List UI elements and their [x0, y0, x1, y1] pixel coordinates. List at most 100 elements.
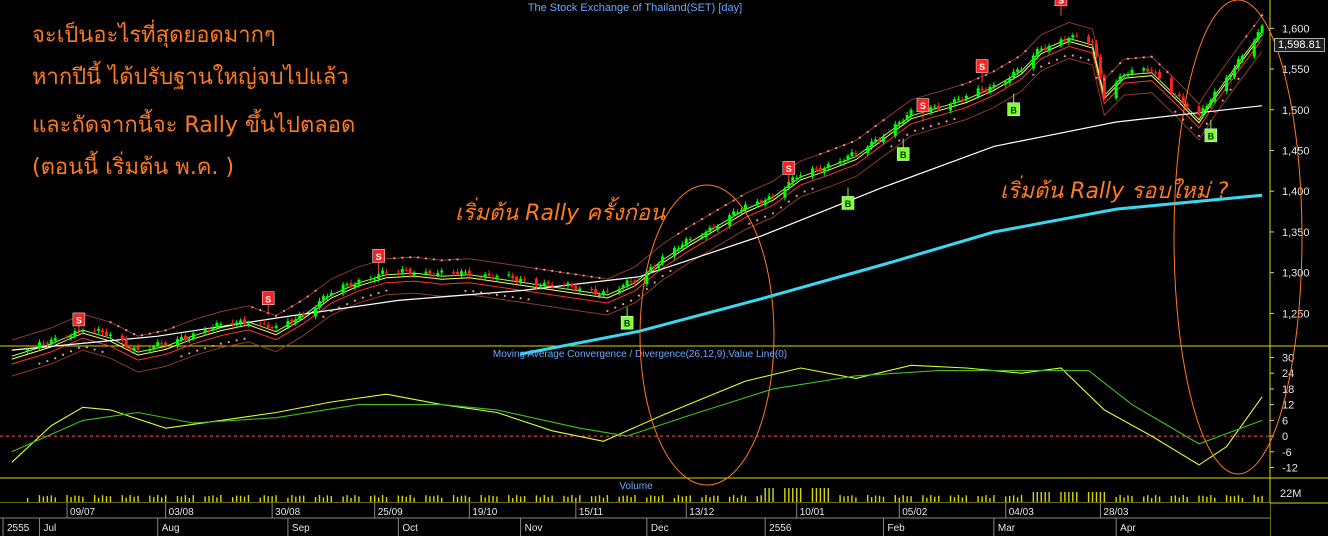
sar-dot — [38, 362, 41, 365]
volume-bar — [125, 497, 127, 502]
volume-bar — [819, 488, 822, 502]
candle-body — [625, 280, 629, 286]
macd-tick-label: 0 — [1282, 431, 1288, 443]
sar-dot — [858, 136, 861, 139]
candle-body — [373, 279, 377, 281]
candle-body — [1260, 25, 1264, 33]
sar-dot — [472, 290, 475, 293]
sar-dot — [306, 295, 309, 298]
sar-dot — [1071, 54, 1074, 57]
sar-dot — [1063, 55, 1067, 58]
candle-body — [680, 244, 684, 248]
buy-signal-label: B — [900, 150, 907, 160]
sar-dot — [322, 315, 325, 318]
volume-bar — [512, 497, 514, 502]
sar-dot — [480, 291, 483, 294]
date-tick-label: 19/10 — [472, 507, 497, 518]
sar-dot — [992, 70, 996, 73]
candle-body — [538, 286, 542, 288]
volume-bar — [1072, 492, 1074, 502]
sar-dot — [1024, 49, 1027, 53]
volume-bar — [66, 495, 68, 502]
candle-body — [1177, 94, 1181, 97]
sar-dot — [448, 258, 451, 261]
candle-body — [621, 285, 625, 288]
sell-signal-label: S — [1058, 0, 1064, 5]
last-price-tag: 1,598.81 — [1274, 38, 1325, 52]
sar-dot — [1032, 73, 1035, 76]
candle-body — [771, 195, 775, 197]
candle-body — [1114, 82, 1118, 99]
sar-dot — [62, 353, 65, 356]
date-tick-label: 04/03 — [1009, 507, 1034, 518]
volume-bar — [898, 497, 900, 502]
candle-body — [290, 319, 294, 323]
upper-band-line — [11, 15, 1263, 341]
sell-signal-box — [261, 291, 275, 306]
volume-bar — [1060, 492, 1062, 502]
volume-bar — [551, 495, 553, 502]
candle-body — [321, 296, 325, 301]
candle-body — [1126, 74, 1130, 77]
volume-bar — [216, 497, 218, 502]
volume-bar — [626, 495, 628, 502]
buy-signal-box — [620, 315, 634, 330]
volume-bar — [93, 495, 96, 502]
highlight-ellipse-prev — [639, 184, 775, 486]
buy-signal-label: B — [1010, 105, 1017, 115]
sar-dot — [180, 355, 183, 358]
sell-signal-box — [975, 59, 989, 73]
annotation-line-3: และถัดจากนี้จะ Rally ขึ้นไปตลอด — [32, 113, 356, 138]
candle-body — [432, 274, 436, 277]
sar-dot — [495, 293, 499, 296]
macd-tick-label: 6 — [1282, 415, 1288, 427]
volume-bar — [957, 495, 960, 502]
sar-dot — [827, 150, 830, 153]
candle-body — [396, 271, 400, 273]
volume-bar — [937, 495, 940, 502]
volume-bar — [539, 497, 542, 502]
sar-dot — [1253, 24, 1256, 27]
sar-dot — [345, 302, 349, 306]
volume-bar — [563, 495, 565, 502]
volume-bar — [74, 495, 76, 502]
volume-bar — [1257, 496, 1259, 502]
volume-bar — [961, 497, 964, 502]
price-tick-label: 1,250 — [1282, 308, 1310, 320]
candle-body — [937, 105, 941, 110]
volume-bar — [508, 495, 510, 502]
sar-dot — [1111, 70, 1114, 73]
sar-dot — [1221, 99, 1224, 102]
candle-body — [1158, 71, 1162, 79]
volume-bar — [1229, 496, 1232, 502]
candle-body — [617, 288, 621, 293]
sar-dot — [424, 257, 428, 260]
volume-bar — [70, 497, 72, 502]
volume-bar — [1091, 492, 1094, 502]
annotation-rally-new: เริ่มต้น Rally รอบใหม่ ? — [1000, 179, 1229, 204]
volume-bar — [847, 495, 849, 502]
candle-body — [590, 288, 594, 290]
sar-dot — [882, 119, 885, 122]
sar-dot — [708, 213, 712, 216]
volume-bar — [176, 495, 179, 502]
volume-bar — [1016, 497, 1019, 502]
sar-dot — [1119, 62, 1122, 65]
candle-body — [1233, 68, 1237, 77]
candle-body — [175, 339, 179, 346]
candle-body — [708, 227, 712, 232]
volume-bar — [1103, 492, 1106, 502]
volume-bar — [878, 495, 881, 502]
sar-dot — [661, 274, 664, 278]
volume-bar — [953, 497, 956, 502]
volume-bar — [1099, 492, 1102, 502]
volume-bar — [180, 496, 183, 502]
volume-bar — [547, 497, 549, 502]
buy-signal-box — [841, 196, 855, 210]
volume-bar — [823, 488, 826, 502]
volume-bar — [1064, 492, 1066, 502]
volume-bar — [965, 495, 968, 502]
candle-body — [732, 211, 736, 216]
volume-bar — [259, 497, 262, 502]
sar-dot — [148, 332, 151, 335]
